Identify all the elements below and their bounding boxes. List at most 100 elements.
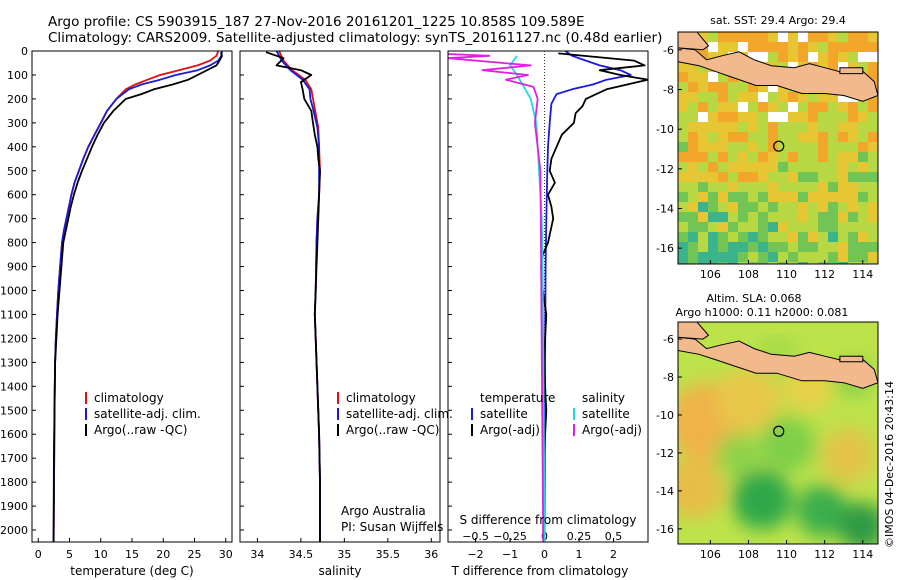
y-tick-label: 2000 <box>0 524 28 537</box>
sst-cell <box>778 142 788 152</box>
sst-cell <box>838 222 848 232</box>
sst-cell <box>758 172 768 182</box>
sumatra-landmass <box>678 322 710 340</box>
x-tick-label: 10 <box>94 548 108 561</box>
sst-cell <box>688 152 698 162</box>
sst-cell <box>698 252 708 262</box>
sst-cell <box>788 182 798 192</box>
sst-cell <box>738 92 748 102</box>
sst-cell <box>848 42 858 52</box>
header-line-1: Argo profile: CS 5903915_187 27-Nov-2016… <box>48 14 585 30</box>
sst-cell <box>758 222 768 232</box>
sst-cell <box>868 162 878 172</box>
sst-cell <box>748 182 758 192</box>
sst-cell <box>828 162 838 172</box>
sst-cell <box>848 32 858 42</box>
sst-cell <box>688 72 698 82</box>
series-t-satellite <box>543 51 632 542</box>
sst-cell <box>718 122 728 132</box>
sla-blob <box>716 367 780 432</box>
sst-cell <box>858 42 868 52</box>
y-tick-label: 900 <box>7 261 28 274</box>
sst-cell <box>748 112 758 122</box>
madura-landmass <box>839 355 864 363</box>
sst-cell <box>688 82 698 92</box>
sst-cell <box>678 112 688 122</box>
sst-cell <box>708 162 718 172</box>
sst-cell <box>778 172 788 182</box>
sst-cell <box>738 82 748 92</box>
sst-cell <box>758 132 768 142</box>
sst-cell <box>868 52 878 62</box>
sst-cell <box>738 102 748 112</box>
sst-cell <box>818 102 828 112</box>
sst-cell <box>868 242 878 252</box>
sst-cell <box>698 122 708 132</box>
x-tick-label: 35 <box>337 548 351 561</box>
sst-map-title: sat. SST: 29.4 Argo: 29.4 <box>710 14 846 27</box>
map-y-tick-label: -12 <box>656 163 674 176</box>
sst-cell <box>738 232 748 242</box>
sst-cell <box>698 172 708 182</box>
sst-cell <box>688 252 698 262</box>
sst-cell <box>698 132 708 142</box>
sst-cell <box>808 132 818 142</box>
sst-cell <box>838 252 848 262</box>
sla-blob <box>838 502 878 544</box>
sst-cell <box>698 72 708 82</box>
y-tick-label: 1600 <box>0 428 28 441</box>
sst-cell <box>698 82 708 92</box>
sst-cell <box>728 42 738 52</box>
sla-blob <box>716 433 760 478</box>
sst-cell <box>838 192 848 202</box>
sst-cell <box>768 92 778 102</box>
sst-cell <box>728 212 738 222</box>
sst-cell <box>828 252 838 262</box>
sst-cell <box>738 112 748 122</box>
footer-stamp: ©IMOS 04-Dec-2016 20:43:14 <box>883 381 896 548</box>
sst-cell <box>678 152 688 162</box>
sst-cell <box>828 62 838 72</box>
sst-cell <box>728 152 738 162</box>
sst-cell <box>728 82 738 92</box>
y-tick-label: 1100 <box>0 308 28 321</box>
sst-cell <box>768 182 778 192</box>
sst-cell <box>818 182 828 192</box>
sst-cell <box>798 242 808 252</box>
sst-cell <box>818 192 828 202</box>
legend-label-t-satellite: satellite <box>480 407 528 421</box>
sst-cell <box>708 92 718 102</box>
sst-cell <box>828 122 838 132</box>
sst-cell <box>738 222 748 232</box>
sst-cell <box>838 62 848 72</box>
sst-cell <box>818 142 828 152</box>
sst-cell <box>778 112 788 122</box>
sst-cell <box>768 132 778 142</box>
sst-cell <box>728 92 738 102</box>
sla-map-title-line-2: Argo h1000: 0.11 h2000: 0.081 <box>676 306 849 319</box>
sst-cell <box>848 182 858 192</box>
legend-title-temperature: temperature <box>480 391 555 405</box>
sst-cell <box>718 132 728 142</box>
sst-cell <box>688 122 698 132</box>
legend-label-argo: Argo(..raw -QC) <box>94 423 187 437</box>
y-tick-label: 1700 <box>0 452 28 465</box>
sst-cell <box>728 172 738 182</box>
sst-cell <box>718 232 728 242</box>
sst-cell <box>768 52 778 62</box>
sst-cell <box>778 222 788 232</box>
sst-cell <box>768 192 778 202</box>
sst-cell <box>848 52 858 62</box>
x-tick-label: 20 <box>156 548 170 561</box>
sst-cell <box>788 112 798 122</box>
series-argo-raw-qc <box>265 51 321 542</box>
sst-cell <box>848 242 858 252</box>
sst-cell <box>718 172 728 182</box>
sst-cell <box>748 92 758 102</box>
sst-cell <box>788 122 798 132</box>
sst-cell <box>838 172 848 182</box>
sst-cell <box>708 112 718 122</box>
x-tick-label: 34 <box>250 548 264 561</box>
sst-cell <box>868 102 878 112</box>
sst-cell <box>838 112 848 122</box>
